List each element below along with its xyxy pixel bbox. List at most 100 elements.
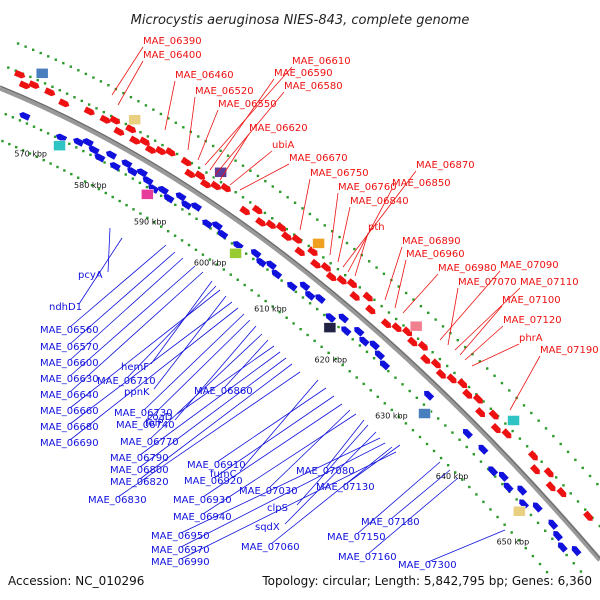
forward-gene-label: MAE_06590 (274, 68, 333, 79)
reverse-gene-label: MAE_06910 (187, 460, 246, 471)
forward-gene-arrow (84, 107, 97, 117)
guide-dot (63, 169, 65, 171)
forward-gene-arrow (58, 98, 71, 108)
forward-gene-label: MAE_06610 (292, 56, 351, 67)
guide-dot (195, 249, 197, 251)
guide-dot (408, 390, 410, 392)
feature-box (141, 189, 153, 199)
forward-gene-label: MAE_06390 (143, 36, 202, 47)
guide-dot (242, 165, 244, 167)
reverse-gene-arrow (461, 427, 473, 439)
guide-dot (306, 334, 308, 336)
forward-gene-arrow (381, 318, 393, 330)
guide-dot (147, 135, 149, 137)
forward-label-leader (510, 356, 540, 410)
kbp-tick-label: 650 kbp (497, 537, 530, 546)
guide-dot (301, 207, 303, 209)
reverse-gene-arrow (190, 201, 202, 212)
guide-dot (537, 419, 539, 421)
guide-dot (309, 302, 311, 304)
reverse-gene-label: MAE_06930 (173, 495, 232, 506)
reverse-gene-label: clpS (267, 503, 288, 514)
guide-dot (85, 73, 87, 75)
reverse-label-leader (297, 425, 368, 505)
reverse-gene-arrow (285, 280, 297, 292)
guide-dot (308, 245, 310, 247)
forward-gene-arrow (265, 219, 277, 230)
reverse-gene-arrow (104, 149, 117, 160)
forward-gene-arrow (347, 278, 359, 290)
reverse-gene-arrow (502, 481, 514, 493)
reverse-gene-label: MAE_07080 (296, 466, 355, 477)
guide-dot (540, 461, 542, 463)
reverse-gene-arrow (174, 191, 186, 202)
reverse-label-leader (177, 346, 274, 414)
guide-dot (356, 376, 358, 378)
reverse-gene-arrow (531, 500, 543, 512)
guide-dot (482, 501, 484, 503)
guide-dot (377, 396, 379, 398)
guide-dot (66, 92, 68, 94)
feature-box (54, 141, 66, 151)
reverse-gene-arrow (378, 359, 390, 371)
reverse-gene-label: MAE_06800 (110, 465, 169, 476)
guide-dot (81, 100, 83, 102)
guide-dot (70, 65, 72, 67)
guide-dot (486, 367, 488, 369)
kbp-tick-label: 620 kbp (315, 356, 348, 365)
guide-dot (43, 159, 45, 161)
guide-dot (437, 417, 439, 419)
guide-dot (51, 86, 53, 88)
forward-gene-arrow (349, 291, 361, 303)
guide-dot (530, 412, 532, 414)
reverse-gene-label: MAE_06660 (40, 406, 99, 417)
guide-dot (56, 166, 58, 168)
guide-dot (405, 292, 407, 294)
kbp-tick-label: 640 kbp (436, 472, 469, 481)
kbp-tick-label: 610 kbp (254, 305, 287, 314)
reverse-label-leader (151, 281, 212, 364)
guide-dot (198, 167, 200, 169)
reverse-label-leader (127, 286, 216, 378)
guide-dot (383, 273, 385, 275)
guide-dot (125, 123, 127, 125)
topology-text: Topology: circular; Length: 5,842,795 bp… (261, 574, 592, 588)
feature-box (513, 506, 525, 516)
guide-dot (92, 76, 94, 78)
guide-dot (188, 244, 190, 246)
reverse-gene-arrow (476, 443, 488, 455)
guide-dot (234, 159, 236, 161)
reverse-gene-arrow (200, 218, 212, 229)
guide-dot (560, 443, 562, 445)
forward-label-leader (395, 260, 406, 308)
guide-dot (271, 217, 273, 219)
guide-dot (154, 140, 156, 142)
forward-gene-arrow (418, 341, 430, 353)
guide-dot (26, 122, 28, 124)
guide-dot (440, 457, 442, 459)
guide-dot (272, 185, 274, 187)
guide-dot (375, 266, 377, 268)
guide-dot (62, 62, 64, 64)
forward-gene-label: MAE_06580 (284, 81, 343, 92)
guide-dot (348, 370, 350, 372)
guide-dot (544, 530, 546, 532)
guide-dot (1, 140, 3, 142)
forward-gene-arrow (457, 378, 469, 390)
guide-dot (555, 476, 557, 478)
forward-gene-label: MAE_06550 (218, 99, 277, 110)
reverse-gene-arrow (515, 484, 527, 496)
guide-dot (466, 446, 468, 448)
guide-dot (47, 55, 49, 57)
guide-dot (167, 230, 169, 232)
reverse-label-leader (391, 470, 450, 519)
forward-gene-arrow (184, 169, 196, 180)
forward-gene-arrow (194, 170, 206, 181)
guide-dot (324, 224, 326, 226)
guide-dot (359, 344, 361, 346)
forward-gene-label: MAE_07090 (500, 260, 559, 271)
guide-dot (73, 96, 75, 98)
forward-gene-label: pth (368, 222, 385, 233)
guide-dot (139, 182, 141, 184)
